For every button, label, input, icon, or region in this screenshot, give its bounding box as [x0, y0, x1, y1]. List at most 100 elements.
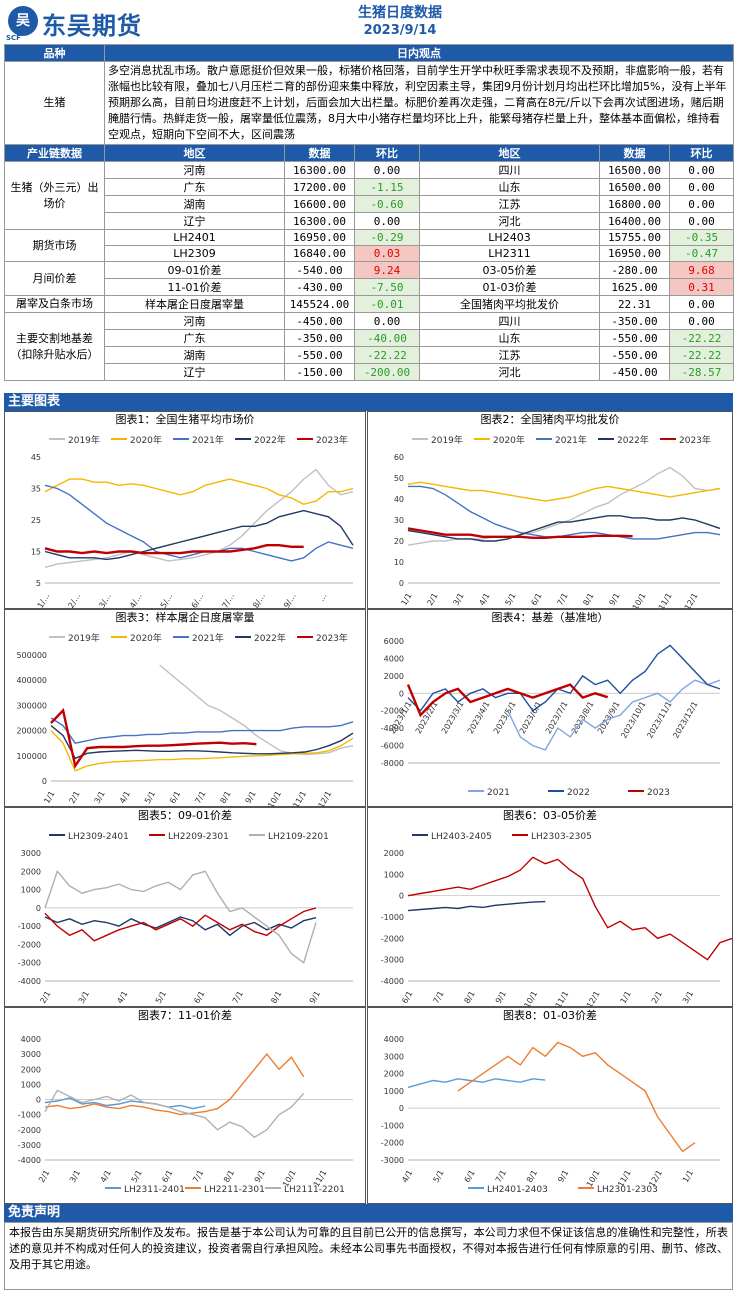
x-tick-label: 2023/3/1 [440, 700, 466, 736]
value-cell: 16600.00 [284, 195, 355, 213]
change-cell: -22.22 [668, 346, 735, 364]
value-cell: 1625.00 [599, 278, 670, 296]
value-cell: -550.00 [599, 346, 670, 364]
legend-label: LH2209-2301 [168, 832, 229, 842]
change-cell: 0.00 [668, 212, 735, 230]
x-tick-label: 9/1 [244, 790, 258, 806]
series-line [44, 869, 317, 964]
y-tick-label: 25 [31, 516, 41, 525]
x-tick-label: 1/1 [399, 592, 413, 608]
y-tick-label: 20 [394, 537, 404, 546]
value-cell: 16950.00 [284, 229, 355, 246]
table-row: LH2309 16840.00 0.03 LH2311 16950.00 -0.47 [5, 245, 735, 262]
x-tick-label: 2023/10/1 [619, 700, 647, 740]
report-header: 吴 SCF 东吴期货 生猪日度数据 2023/9/14 [0, 0, 737, 44]
product-name: 生猪 [4, 61, 105, 145]
change-cell: -0.60 [354, 195, 420, 213]
series-line [408, 485, 721, 540]
y-tick-label: -3000 [18, 959, 41, 968]
change-cell: -200.00 [354, 363, 420, 381]
legend-label: 2022年 [617, 434, 649, 446]
chart-panel: 图表3：样本屠企日度屠宰量 2019年 2020年 2021年 2022年 2023年 50… [4, 609, 366, 807]
y-tick-label: 30 [394, 516, 404, 525]
y-tick-label: 2000 [384, 1070, 404, 1079]
series-line [407, 527, 633, 539]
line-chart: LH2403-2405 LH2303-2305 2000 1000 0 -1000 -200… [381, 832, 732, 1008]
x-tick-label: 12/1 [585, 990, 602, 1008]
y-tick-label: 10 [394, 558, 404, 567]
charts-section-header: 主要图表 [4, 393, 733, 411]
y-tick-label: -8000 [381, 759, 404, 768]
value-cell: 16300.00 [284, 212, 355, 230]
region-cell: 四川 [419, 312, 600, 330]
series-line [44, 916, 317, 937]
y-tick-label: 6000 [384, 637, 404, 646]
x-tick-label: 2023/9/1 [596, 700, 622, 736]
region-col-header: 地区 [104, 144, 285, 162]
y-tick-label: -3000 [381, 1156, 404, 1165]
x-tick-label: 4/1 [99, 1169, 113, 1185]
value-cell: -450.00 [284, 312, 355, 330]
region-cell: 江苏 [419, 346, 600, 364]
legend-label: LH2211-2301 [204, 1185, 265, 1195]
value-cell: -550.00 [284, 346, 355, 364]
region-cell: 湖南 [104, 346, 285, 364]
x-tick-label: 4/1 [400, 1169, 414, 1185]
value-cell: 15755.00 [599, 229, 670, 246]
x-tick-label: 7/1 [191, 1169, 205, 1185]
chart-panel: 图表4：基差（基准地） 2021 2022 2023 6000 4000 2000 0 -200… [367, 609, 733, 807]
x-tick-label: 9/1 [556, 1169, 570, 1185]
y-tick-label: -1000 [381, 913, 404, 922]
chart-title: 图表5：09-01价差 [138, 809, 232, 822]
x-tick-label: 6/1 [463, 1169, 477, 1185]
y-tick-label: 1000 [21, 886, 41, 895]
y-tick-label: 100000 [16, 752, 47, 761]
report-date: 2023/9/14 [363, 23, 437, 38]
y-tick-label: -4000 [18, 977, 41, 986]
x-tick-label: 6/1 [168, 790, 182, 806]
x-tick-label: 2/1 [37, 1169, 51, 1185]
x-tick-label: 2/1 [38, 990, 52, 1006]
change-col-header: 环比 [354, 144, 420, 162]
change-cell: -28.57 [668, 363, 735, 381]
x-tick-label: 3/1 [681, 990, 695, 1006]
y-tick-label: -6000 [381, 742, 404, 751]
x-tick-label: 2023/5/1 [492, 700, 518, 736]
value-cell: 16800.00 [599, 195, 670, 213]
series-line [407, 856, 732, 961]
x-tick-label: 4/… [128, 592, 144, 610]
x-tick-label: 6/1 [529, 592, 543, 608]
x-tick-label: 1/… [36, 592, 52, 610]
x-tick-label: 8/1 [218, 790, 232, 806]
y-tick-label: 2000 [21, 867, 41, 876]
y-tick-label: 1000 [384, 1087, 404, 1096]
legend-label: 2021 [487, 788, 510, 798]
x-tick-label: 11/1 [657, 592, 674, 610]
x-tick-label: 10/1 [522, 990, 539, 1008]
data-table: 品种 日内观点 生猪 多空消息扰乱市场。散户意愿挺价但效果一般，标猪价格回落，目… [4, 44, 735, 381]
series-line [44, 544, 304, 555]
y-tick-label: 3000 [21, 1050, 41, 1059]
legend-label: 2023年 [679, 434, 711, 446]
x-tick-label: 9/… [282, 592, 298, 610]
y-tick-label: 45 [31, 453, 41, 462]
value-cell: 16500.00 [599, 178, 670, 196]
y-tick-label: -2000 [18, 1126, 41, 1135]
change-cell: -1.15 [354, 178, 420, 196]
change-cell: 0.00 [668, 161, 735, 179]
legend-label: 2022 [567, 788, 590, 798]
table-row: 期货市场 LH2401 16950.00 -0.29 LH2403 15755.00 -0.… [4, 229, 735, 262]
change-cell: 0.00 [354, 161, 420, 179]
logo-subtext: SCF [6, 34, 21, 42]
y-tick-label: 300000 [16, 701, 47, 710]
legend-label: LH2311-2401 [124, 1185, 185, 1195]
value-cell: -350.00 [599, 312, 670, 330]
chart-title: 图表6：03-05价差 [503, 809, 597, 822]
chart-panel: 图表1：全国生猪平均市场价 2019年 2020年 2021年 2022年 2023年 45… [4, 411, 366, 609]
y-tick-label: -4000 [381, 977, 404, 986]
change-cell: 0.00 [668, 195, 735, 213]
value-cell: -450.00 [599, 363, 670, 381]
region-cell: LH2401 [104, 229, 285, 246]
y-tick-label: -1000 [18, 1111, 41, 1120]
change-cell: -0.35 [668, 229, 735, 246]
